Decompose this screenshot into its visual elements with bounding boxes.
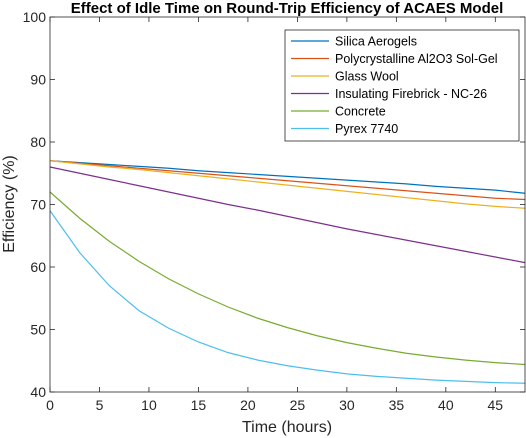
- y-tick-label-4: 80: [30, 134, 46, 150]
- x-axis-label: Time (hours): [242, 419, 332, 436]
- x-tick-label-8: 40: [438, 397, 454, 413]
- y-axis-label: Efficiency (%): [1, 155, 18, 253]
- x-tick-label-6: 30: [339, 397, 355, 413]
- series-line-1: [49, 160, 526, 201]
- legend-label-1: Polycrystalline Al2O3 Sol-Gel: [335, 52, 498, 66]
- y-tick-label-0: 40: [30, 384, 46, 400]
- y-tick-label-1: 50: [30, 322, 46, 338]
- legend-label-5: Pyrex 7740: [335, 122, 398, 136]
- x-tick-label-0: 0: [46, 397, 54, 413]
- plot-area: 0 5 10 15 20 25 30 35 40 45 40 50 60 70 80 90 100: [23, 9, 526, 413]
- y-tick-label-5: 90: [30, 72, 46, 88]
- series-line-4: [49, 191, 526, 366]
- series-line-2: [49, 160, 526, 209]
- legend-label-0: Silica Aerogels: [335, 35, 417, 49]
- x-tick-label-3: 15: [191, 397, 207, 413]
- legend-box: [284, 29, 520, 142]
- x-tick-label-4: 20: [240, 397, 256, 413]
- y-tick-label-2: 60: [30, 259, 46, 275]
- series-line-5: [49, 210, 526, 384]
- x-tick-label-2: 10: [141, 397, 157, 413]
- x-tick-label-7: 35: [389, 397, 405, 413]
- x-tick-label-1: 5: [96, 397, 104, 413]
- legend-label-3: Insulating Firebrick - NC-26: [335, 87, 487, 101]
- legend: Silica Aerogels Polycrystalline Al2O3 Sol…: [284, 29, 520, 142]
- y-tick-label-3: 70: [30, 197, 46, 213]
- series-line-0: [49, 160, 526, 194]
- chart-title: Effect of Idle Time on Round-Trip Effici…: [71, 0, 504, 17]
- series-line-3: [49, 166, 526, 264]
- x-tick-label-5: 25: [290, 397, 306, 413]
- x-tick-label-9: 45: [488, 397, 504, 413]
- legend-label-2: Glass Wool: [335, 70, 399, 84]
- legend-label-4: Concrete: [335, 105, 386, 119]
- y-tick-label-6: 100: [23, 9, 47, 25]
